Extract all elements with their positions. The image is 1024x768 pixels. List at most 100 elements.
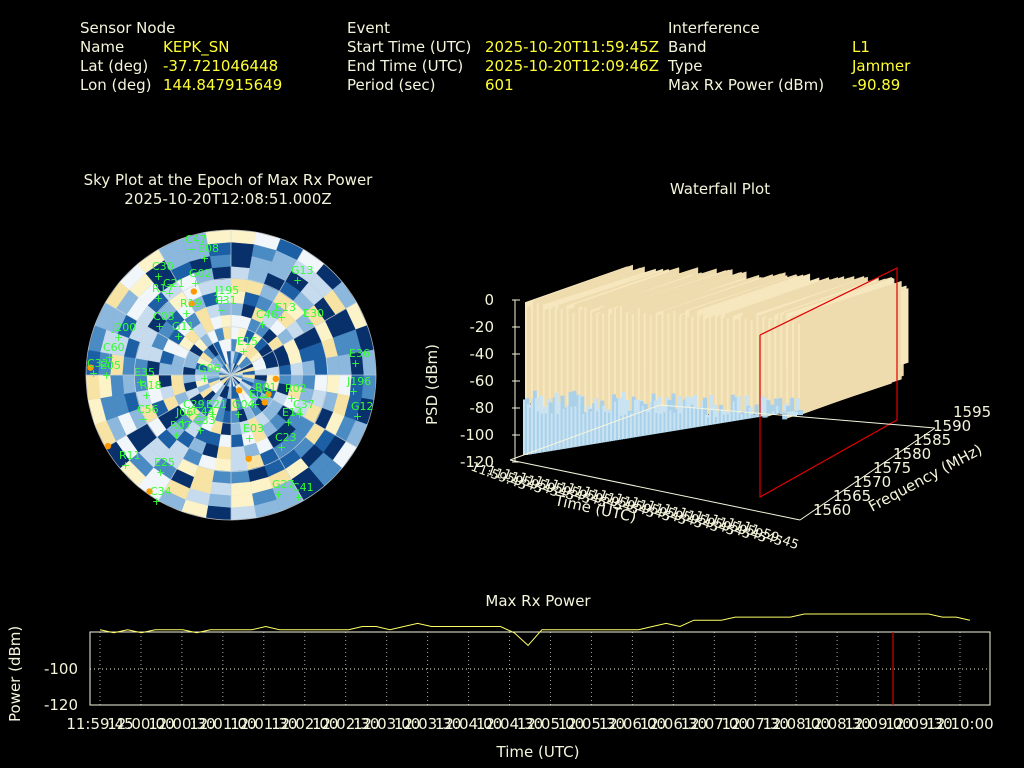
satellite-label: C44 [193, 405, 215, 418]
interference-type-label: Type [668, 57, 703, 75]
satellite-plus-marker: + [165, 287, 174, 300]
maxpower-x-tick: 12:10:00 [926, 715, 993, 733]
satellite-label: C23 [275, 431, 297, 444]
interference-power-value: -90.89 [852, 76, 901, 94]
satellite-label: C31 [215, 294, 237, 307]
satellite-plus-marker: + [154, 270, 163, 283]
maxpower-x-tick: 12:02:30 [312, 715, 379, 733]
satellite-plus-marker: + [351, 357, 360, 370]
satellite-label: C37 [293, 398, 315, 411]
waterfall-time-axis [509, 459, 801, 521]
event-period-label: Period (sec) [347, 76, 436, 94]
satellite-label: R17 [152, 282, 174, 295]
maxpower-y-tick: -120 [44, 696, 78, 714]
waterfall-back-axis [509, 404, 661, 461]
waterfall-z-tick: -100 [460, 426, 494, 444]
sky-azimuth-spoke [158, 249, 232, 376]
skyplot-title: Sky Plot at the Epoch of Max Rx Power [83, 171, 373, 189]
satellite-plus-marker: + [178, 416, 187, 429]
satellite-label: E14 [282, 406, 303, 419]
event-start-value: 2025-10-20T11:59:45Z [485, 38, 659, 56]
maxpower-x-tick: 12:06:00 [599, 715, 666, 733]
sensor-lon-value: 144.847915649 [163, 76, 283, 94]
maxpower-x-tick: 12:03:30 [394, 715, 461, 733]
waterfall-freq-axis [799, 427, 936, 521]
satellite-label: E30 [303, 307, 324, 320]
satellite-plus-marker: + [200, 252, 209, 265]
satellite-plus-marker: + [142, 389, 151, 402]
satellite-plus-marker: + [114, 331, 123, 344]
waterfall-freq-tick: 1575 [873, 459, 911, 477]
interference-band-label: Band [668, 38, 707, 56]
satellite-plus-marker: + [185, 408, 194, 421]
sky-azimuth-spoke [230, 374, 304, 501]
satellite-plus-marker: + [196, 424, 205, 437]
sensor-name-value: KEPK_SN [163, 38, 230, 56]
satellite-plus-marker: + [245, 432, 254, 445]
maxpower-title: Max Rx Power [485, 592, 591, 610]
sensor-node-heading: Sensor Node [80, 19, 176, 37]
maxpower-x-label: Time (UTC) [496, 743, 580, 761]
waterfall-z-tick: -40 [470, 345, 495, 363]
maxpower-x-tick: 12:06:30 [640, 715, 707, 733]
waterfall-z-tick: -20 [470, 318, 495, 336]
waterfall-z-tick: -80 [470, 399, 495, 417]
satellite-plus-marker: + [174, 330, 183, 343]
waterfall-freq-tick: 1565 [833, 487, 871, 505]
satellite-plus-marker: + [105, 351, 114, 364]
satellite-plus-marker: + [156, 466, 165, 479]
maxpower-x-tick: 12:00:30 [148, 715, 215, 733]
event-end-value: 2025-10-20T12:09:46Z [485, 57, 659, 75]
satellite-label: E05 [100, 359, 121, 372]
satellite-label: E08 [198, 242, 219, 255]
satellite-label: R18 [140, 379, 162, 392]
satellite-label: E02 [249, 388, 270, 401]
satellite-plus-marker: + [155, 320, 164, 333]
satellite-label: G06 [198, 362, 221, 375]
waterfall-title: Waterfall Plot [669, 180, 771, 198]
satellite-plus-marker: + [154, 292, 163, 305]
skyplot-subtitle: 2025-10-20T12:08:51.000Z [124, 190, 332, 208]
satellite-marker [245, 455, 252, 462]
waterfall-front-strip [766, 400, 772, 416]
satellite-plus-marker: + [208, 408, 217, 421]
satellite-label: G11 [172, 320, 195, 333]
satellite-label: C03 [153, 310, 175, 323]
satellite-plus-marker: + [102, 369, 111, 382]
satellite-plus-marker: + [152, 495, 161, 508]
satellite-plus-marker: + [136, 376, 145, 389]
satellite-label: C29 [183, 398, 205, 411]
satellite-label: R07 [170, 419, 192, 432]
waterfall-freq-tick: 1580 [893, 445, 931, 463]
interference-type-value: Jammer [852, 57, 911, 75]
maxpower-x-tick: 12:02:00 [271, 715, 338, 733]
waterfall-front-strip [760, 396, 766, 417]
satellite-label: E15 [237, 335, 258, 348]
satellite-plus-marker: + [258, 318, 267, 331]
satellite-label: C47 [185, 233, 207, 246]
maxpower-x-tick: 12:04:00 [435, 715, 502, 733]
maxpower-x-tick: 12:01:30 [230, 715, 297, 733]
satellite-plus-marker: + [121, 459, 130, 472]
satellite-label: E36 [349, 347, 370, 360]
satellite-marker [261, 399, 269, 406]
satellite-plus-marker: + [277, 441, 286, 454]
satellite-label: G27 [272, 478, 295, 491]
maxpower-x-tick: 12:07:00 [681, 715, 748, 733]
sky-azimuth-spoke [230, 302, 357, 376]
maxpower-y-tick: -100 [44, 660, 78, 678]
event-start-label: Start Time (UTC) [347, 38, 472, 56]
satellite-label: C30 [152, 260, 174, 273]
satellite-label: C60 [103, 341, 125, 354]
satellite-plus-marker: + [234, 408, 243, 421]
sky-azimuth-spoke [230, 374, 357, 448]
satellite-marker [235, 387, 243, 394]
satellite-label: J195 [214, 284, 239, 297]
satellite-plus-marker: + [239, 345, 248, 358]
maxpower-x-tick: 12:08:30 [803, 715, 870, 733]
satellite-marker [265, 390, 272, 398]
sensor-lat-label: Lat (deg) [80, 57, 149, 75]
satellite-label: J196 [346, 375, 371, 388]
waterfall-freq-tick: 1595 [953, 403, 991, 421]
